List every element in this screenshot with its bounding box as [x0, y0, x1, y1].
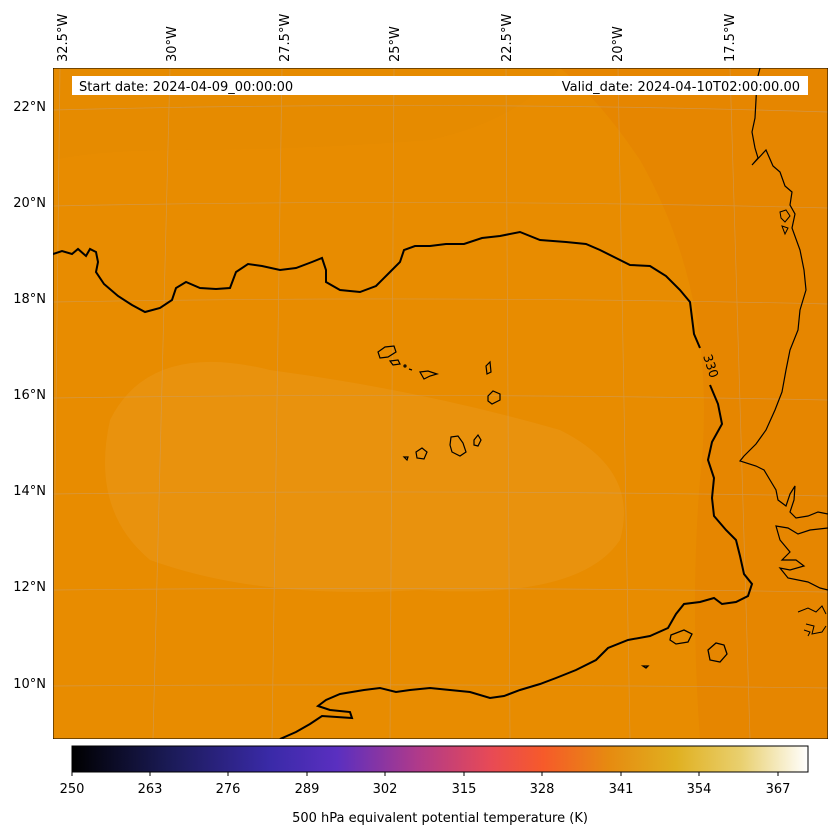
- cape-verde-islands: [377, 345, 501, 462]
- contour-330-south: [279, 384, 754, 739]
- colorbar-tick-label: 263: [138, 782, 163, 797]
- colorbar-gradient: [71, 745, 809, 773]
- lat-label: 18°N: [13, 292, 46, 307]
- lon-label: 27.5°W: [278, 14, 293, 62]
- colorbar-ticks: [71, 772, 779, 776]
- lon-label: 17.5°W: [723, 14, 738, 62]
- colorbar-tick-label: 276: [216, 782, 241, 797]
- lon-label: 30°W: [165, 26, 180, 62]
- colorbar-tick-label: 341: [609, 782, 634, 797]
- lon-label: 22.5°W: [500, 14, 515, 62]
- map-panel: 330: [53, 68, 828, 739]
- lat-label: 14°N: [13, 484, 46, 499]
- field-central-lighter: [105, 361, 624, 592]
- southern-coast-islands: [640, 629, 728, 669]
- lat-label: 20°N: [13, 196, 46, 211]
- colorbar-tick-label: 315: [452, 782, 477, 797]
- colorbar-tick-label: 367: [766, 782, 791, 797]
- coastline-africa: [738, 68, 828, 591]
- lat-label: 12°N: [13, 580, 46, 595]
- date-header-box: [72, 76, 808, 95]
- longitude-labels: 32.5°W 30°W 27.5°W 25°W 22.5°W 20°W 17.5…: [56, 14, 738, 62]
- contour-label: 330: [700, 352, 722, 379]
- valid-date-label: Valid_date: 2024-04-10T02:00:00.00: [562, 80, 800, 95]
- field-east-darker: [560, 68, 828, 739]
- colorbar-title: 500 hPa equivalent potential temperature…: [292, 811, 588, 826]
- colorbar-tick-label: 250: [60, 782, 85, 797]
- colorbar-tick-label: 354: [687, 782, 712, 797]
- lon-label: 32.5°W: [56, 14, 71, 62]
- colorbar-tick-label: 328: [530, 782, 555, 797]
- gridlines: [53, 68, 828, 739]
- contour-330: [53, 230, 701, 349]
- colorbar-tick-label: 289: [295, 782, 320, 797]
- coastline-cape: [779, 209, 791, 236]
- start-date-label: Start date: 2024-04-09_00:00:00: [79, 80, 293, 95]
- lat-label: 22°N: [13, 100, 46, 115]
- lon-label: 20°W: [611, 26, 626, 62]
- latitude-labels: 22°N 20°N 18°N 16°N 14°N 12°N 10°N: [13, 100, 46, 692]
- colorbar: 250 263 276 289 302 315 328 341 354 367 …: [60, 745, 809, 826]
- lat-label: 16°N: [13, 388, 46, 403]
- colorbar-tick-label: 302: [373, 782, 398, 797]
- lon-label: 25°W: [388, 26, 403, 62]
- lat-label: 10°N: [13, 677, 46, 692]
- colorbar-tick-labels: 250 263 276 289 302 315 328 341 354 367: [60, 782, 791, 797]
- coastline-bissagos: [797, 605, 827, 637]
